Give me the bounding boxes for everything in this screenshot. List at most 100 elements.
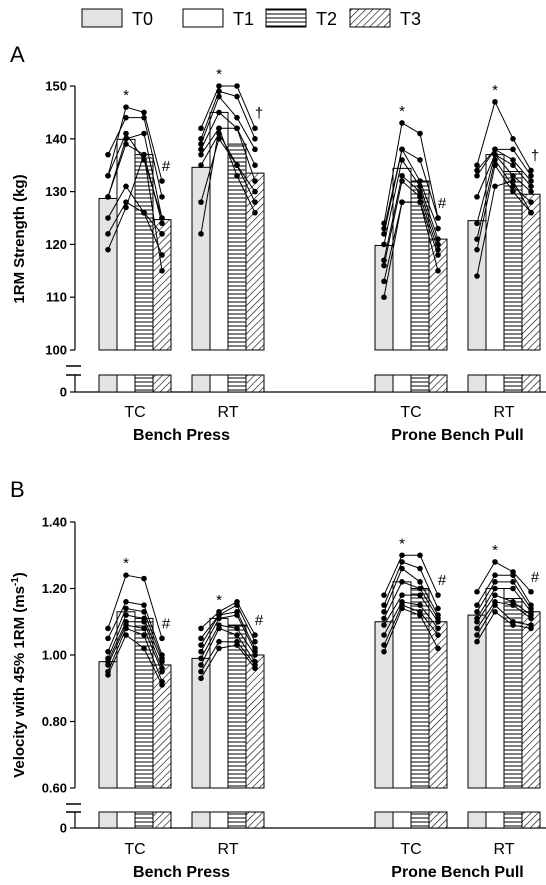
individual-point bbox=[528, 183, 534, 190]
individual-line bbox=[200, 90, 256, 139]
individual-point bbox=[198, 125, 204, 132]
individual-line bbox=[200, 604, 256, 642]
individual-line bbox=[107, 132, 163, 219]
individual-point bbox=[216, 625, 222, 632]
individual-point bbox=[528, 615, 534, 622]
individual-point bbox=[123, 141, 129, 147]
individual-line bbox=[476, 180, 532, 277]
individual-line bbox=[383, 604, 439, 646]
significance-mark: # bbox=[531, 569, 540, 586]
individual-point bbox=[234, 93, 240, 100]
individual-point bbox=[198, 625, 204, 632]
individual-point bbox=[435, 632, 441, 638]
individual-line bbox=[476, 594, 532, 623]
individual-point bbox=[159, 668, 165, 675]
individual-line bbox=[383, 601, 439, 636]
bar-base-b-0-t1 bbox=[116, 811, 136, 829]
bar-a-0-t1 bbox=[116, 138, 136, 351]
y-axis-label-sup: -1 bbox=[10, 577, 21, 586]
group-label-rt: RT bbox=[217, 404, 238, 421]
individual-point bbox=[417, 194, 423, 200]
individual-line bbox=[476, 601, 532, 629]
individual-point bbox=[159, 178, 165, 184]
bar-a-0-t2 bbox=[134, 154, 154, 351]
individual-line bbox=[383, 147, 439, 234]
individual-line bbox=[476, 574, 532, 606]
individual-line bbox=[200, 644, 256, 679]
individual-point bbox=[474, 638, 480, 645]
individual-point bbox=[234, 114, 240, 121]
bar-base-a-1-t1 bbox=[209, 374, 229, 393]
individual-point bbox=[159, 268, 165, 274]
individual-line bbox=[107, 201, 163, 256]
individual-point bbox=[435, 645, 441, 652]
individual-line bbox=[383, 148, 439, 229]
individual-point bbox=[381, 608, 387, 615]
individual-point bbox=[198, 675, 204, 682]
individual-point bbox=[528, 209, 534, 216]
y-axis-label-text: Velocity with 45% 1RM (ms bbox=[11, 586, 28, 778]
individual-point bbox=[105, 194, 111, 200]
individual-point bbox=[435, 215, 441, 221]
individual-line bbox=[476, 581, 532, 613]
individual-line bbox=[383, 122, 439, 224]
individual-point bbox=[474, 194, 480, 200]
individual-point bbox=[474, 162, 480, 168]
individual-point bbox=[492, 579, 498, 585]
individual-point bbox=[141, 209, 147, 216]
individual-line bbox=[476, 604, 532, 636]
individual-point bbox=[399, 120, 405, 126]
individual-line bbox=[107, 614, 163, 662]
individual-line bbox=[200, 641, 256, 672]
individual-point bbox=[123, 104, 129, 110]
bar-base-a-1-t2 bbox=[227, 374, 247, 393]
individual-line bbox=[383, 594, 439, 626]
individual-point bbox=[474, 167, 480, 174]
individual-point bbox=[399, 552, 405, 559]
individual-point bbox=[252, 652, 258, 658]
bar-group-tc: *# bbox=[98, 555, 172, 829]
individual-point bbox=[510, 136, 516, 142]
individual-line bbox=[200, 627, 256, 666]
group-label-rt: RT bbox=[493, 841, 514, 858]
individual-line bbox=[200, 126, 256, 234]
individual-point bbox=[417, 157, 423, 163]
bar-b-2-t2 bbox=[410, 588, 430, 789]
bar-base-b-3-t0 bbox=[467, 811, 487, 829]
individual-point bbox=[510, 183, 516, 190]
individual-line bbox=[200, 95, 256, 150]
individual-point bbox=[492, 162, 498, 168]
individual-point bbox=[528, 172, 534, 179]
individual-point bbox=[216, 93, 222, 100]
panel-label: A bbox=[10, 42, 25, 67]
individual-point bbox=[198, 648, 204, 655]
individual-point bbox=[141, 645, 147, 652]
individual-line bbox=[200, 611, 256, 649]
individual-point bbox=[528, 625, 534, 632]
individual-line bbox=[107, 601, 163, 656]
individual-point bbox=[399, 559, 405, 565]
bar-b-0-t0 bbox=[98, 661, 118, 789]
individual-point bbox=[198, 151, 204, 158]
individual-line bbox=[383, 567, 439, 616]
individual-line bbox=[476, 153, 532, 198]
individual-line bbox=[200, 614, 256, 652]
individual-point bbox=[435, 268, 441, 274]
individual-point bbox=[141, 608, 147, 615]
y-tick-label: 150 bbox=[45, 79, 67, 94]
individual-point bbox=[198, 162, 204, 168]
individual-point bbox=[417, 602, 423, 608]
individual-point bbox=[510, 157, 516, 163]
individual-point bbox=[510, 602, 516, 608]
individual-point bbox=[123, 204, 129, 211]
individual-line bbox=[476, 611, 532, 642]
significance-mark: * bbox=[399, 103, 405, 120]
individual-line bbox=[200, 127, 256, 182]
section-label: Bench Press bbox=[133, 864, 230, 881]
individual-point bbox=[123, 625, 129, 632]
individual-line bbox=[107, 574, 163, 639]
individual-line bbox=[476, 588, 532, 619]
individual-point bbox=[381, 262, 387, 269]
individual-point bbox=[417, 183, 423, 190]
